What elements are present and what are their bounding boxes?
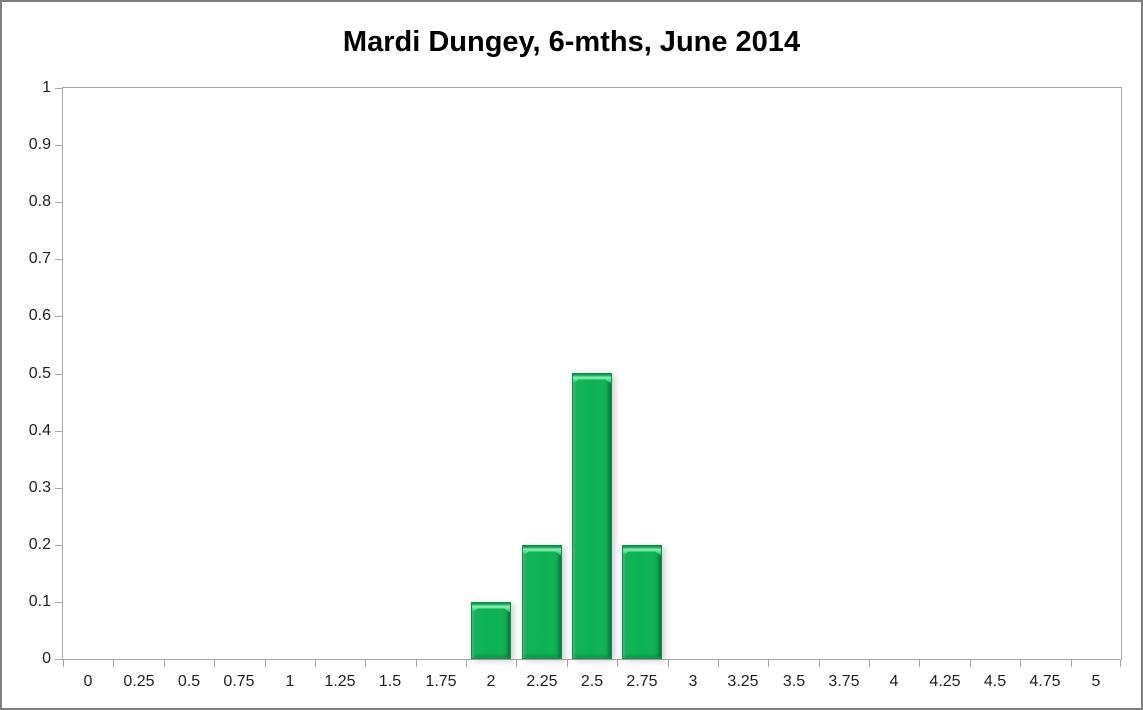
- x-axis-label: 0.5: [177, 673, 201, 690]
- x-axis-tick: [970, 659, 971, 667]
- x-axis-label: 5: [1091, 673, 1101, 690]
- y-axis-label: 0.8: [28, 193, 51, 210]
- y-axis-tick: [55, 259, 63, 260]
- x-axis-tick: [466, 659, 467, 667]
- x-axis-tick: [164, 659, 165, 667]
- x-axis-tick: [516, 659, 517, 667]
- x-axis-label: 3: [688, 673, 698, 690]
- y-axis-label: 0.9: [28, 136, 51, 153]
- y-axis-label: 0.6: [28, 307, 51, 324]
- x-axis-label: 2.5: [580, 673, 604, 690]
- x-axis-tick: [567, 659, 568, 667]
- x-axis-label: 1.25: [324, 673, 356, 690]
- x-axis-tick: [1071, 659, 1072, 667]
- x-axis-label: 4.25: [929, 673, 961, 690]
- y-axis-label: 0.4: [28, 422, 51, 439]
- y-axis-tick: [55, 316, 63, 317]
- x-axis-tick: [668, 659, 669, 667]
- y-axis-tick: [55, 202, 63, 203]
- plot-area: 0 0.1 0.2 0.3 0.4 0.5 0.6 0.7 0.8 0.9 1 0 0.25 0.5 0.7…: [29, 79, 1122, 690]
- x-axis-tick: [315, 659, 316, 667]
- x-axis-label: 4.75: [1029, 673, 1061, 690]
- x-axis-tick: [113, 659, 114, 667]
- x-axis-tick: [416, 659, 417, 667]
- y-axis-tick: [55, 374, 63, 375]
- y-axis-tick: [55, 431, 63, 432]
- x-axis-tick: [617, 659, 618, 667]
- x-axis-label: 1.75: [425, 673, 457, 690]
- y-axis-tick: [55, 145, 63, 146]
- y-axis-tick: [55, 88, 63, 89]
- y-axis-label: 0: [42, 650, 51, 667]
- x-axis-label: 2.25: [526, 673, 558, 690]
- y-axis-tick: [55, 545, 63, 546]
- x-axis-tick: [265, 659, 266, 667]
- x-axis-tick: [819, 659, 820, 667]
- x-axis-label: 0: [83, 673, 93, 690]
- x-axis-label: 0.75: [223, 673, 255, 690]
- bar-x-2: [471, 602, 511, 659]
- x-axis-label: 2.75: [626, 673, 658, 690]
- y-axis-label: 0.2: [28, 536, 51, 553]
- x-axis-label: 3.75: [828, 673, 860, 690]
- y-axis-label: 0.5: [28, 365, 51, 382]
- x-axis-tick: [768, 659, 769, 667]
- x-axis-label: 0.25: [123, 673, 155, 690]
- x-axis-label: 3.25: [727, 673, 759, 690]
- y-axis-label: 0.1: [28, 593, 51, 610]
- y-axis-label: 0.3: [28, 479, 51, 496]
- x-axis-tick: [365, 659, 366, 667]
- x-axis-tick: [919, 659, 920, 667]
- x-axis-label: 2: [486, 673, 496, 690]
- x-axis-tick: [1120, 659, 1121, 667]
- y-axis-label: 1: [42, 79, 51, 96]
- y-axis-tick: [55, 659, 63, 660]
- bar-x-2.25: [522, 545, 562, 659]
- x-axis-label: 3.5: [782, 673, 806, 690]
- chart-title: Mardi Dungey, 6-mths, June 2014: [342, 26, 801, 58]
- x-axis-label: 4: [889, 673, 899, 690]
- y-axis-tick: [55, 602, 63, 603]
- x-axis-tick: [63, 659, 64, 667]
- x-axis-label: 1: [285, 673, 295, 690]
- y-axis-label: 0.7: [28, 250, 51, 267]
- y-axis-tick: [55, 488, 63, 489]
- x-axis-tick: [214, 659, 215, 667]
- x-axis-label: 1.5: [378, 673, 402, 690]
- x-axis-tick: [869, 659, 870, 667]
- x-axis-label: 4.5: [983, 673, 1007, 690]
- bar-x-2.5: [572, 373, 612, 659]
- x-axis-tick: [1020, 659, 1021, 667]
- bar-x-2.75: [622, 545, 662, 659]
- x-axis-tick: [718, 659, 719, 667]
